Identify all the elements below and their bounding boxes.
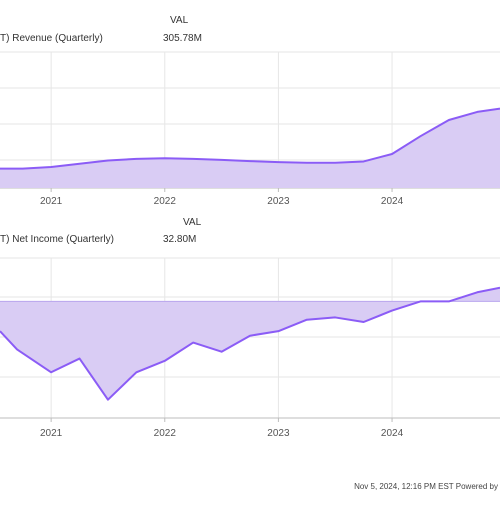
x-tick-label: 2022	[154, 196, 177, 207]
revenue-chart-panel[interactable]: 2021 2022 2023 2024	[0, 51, 500, 207]
val-header-revenue: VAL	[170, 15, 189, 26]
x-tick-label: 2023	[267, 196, 290, 207]
val-value-revenue: 305.78M	[163, 33, 202, 44]
x-tick-label: 2024	[381, 196, 404, 207]
x-tick-label: 2022	[154, 428, 177, 439]
x-tick-label: 2024	[381, 428, 404, 439]
footer-timestamp: Nov 5, 2024, 12:16 PM EST Powered by	[354, 482, 498, 491]
x-tick-label: 2021	[40, 428, 63, 439]
x-tick-label: 2023	[267, 428, 290, 439]
legend-revenue[interactable]: T) Revenue (Quarterly)	[0, 33, 103, 44]
series-area-fill	[0, 287, 500, 400]
x-tick-label: 2021	[40, 196, 63, 207]
val-header-net-income: VAL	[183, 217, 202, 228]
val-value-net-income: 32.80M	[163, 234, 196, 245]
series-line	[0, 107, 500, 170]
legend-net-income[interactable]: T) Net Income (Quarterly)	[0, 234, 114, 245]
series-line	[0, 286, 500, 401]
net-income-chart-panel[interactable]: 2021 2022 2023 2024	[0, 257, 500, 439]
series-area-fill	[0, 108, 500, 188]
